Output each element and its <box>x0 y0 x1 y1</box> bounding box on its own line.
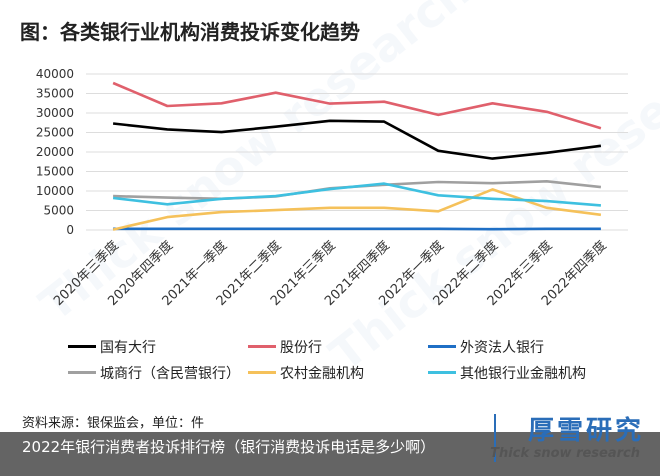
legend-swatch <box>248 345 276 348</box>
line-chart: 0 5000 10000 15000 20000 25000 30000 35000 40000… <box>36 67 628 309</box>
footer-bar <box>0 432 660 476</box>
legend-label: 股份行 <box>280 340 322 356</box>
series-line <box>113 180 602 201</box>
y-axis-ticks: 0 5000 10000 15000 20000 25000 30000 35000 40000 <box>36 67 74 237</box>
y-tick-label: 0 <box>66 223 74 237</box>
source-note: 资料来源：银保监会，单位：件 <box>22 416 205 431</box>
y-tick-label: 20000 <box>36 145 74 159</box>
legend-swatch <box>428 371 456 374</box>
brand-name: 厚雪研究 <box>527 416 644 446</box>
y-tick-label: 35000 <box>36 87 74 101</box>
series-line <box>112 119 602 160</box>
series-line <box>112 188 602 231</box>
series-line <box>112 81 602 130</box>
legend-label: 其他银行业金融机构 <box>460 366 586 382</box>
y-tick-label: 30000 <box>36 106 74 120</box>
brand-subtitle: Thick snow research <box>490 446 640 461</box>
legend-swatch <box>68 345 96 348</box>
footer-caption: 2022年银行消费者投诉排行榜（银行消费投诉电话是多少啊） <box>22 438 436 456</box>
legend-label: 城商行（含民营银行） <box>100 366 240 382</box>
legend-label: 国有大行 <box>100 340 156 356</box>
legend-swatch <box>248 371 276 374</box>
y-tick-label: 5000 <box>43 204 74 218</box>
y-tick-label: 40000 <box>36 67 74 81</box>
chart-title: 图：各类银行业机构消费投诉变化趋势 <box>20 20 360 44</box>
y-tick-label: 25000 <box>36 126 74 140</box>
brand-divider <box>494 414 496 462</box>
series-line <box>112 182 602 207</box>
legend-swatch <box>428 345 456 348</box>
legend-label: 外资法人银行 <box>460 340 544 356</box>
x-axis-ticks: 2020年三季度2020年四季度2021年一季度2021年二季度2021年三季度… <box>50 238 609 309</box>
brand-logo: 厚雪研究 Thick snow research <box>490 410 644 466</box>
y-tick-label: 10000 <box>36 184 74 198</box>
y-tick-label: 15000 <box>36 165 74 179</box>
legend-swatch <box>68 371 96 374</box>
legend-label: 农村金融机构 <box>280 366 364 382</box>
series-lines <box>112 81 602 231</box>
